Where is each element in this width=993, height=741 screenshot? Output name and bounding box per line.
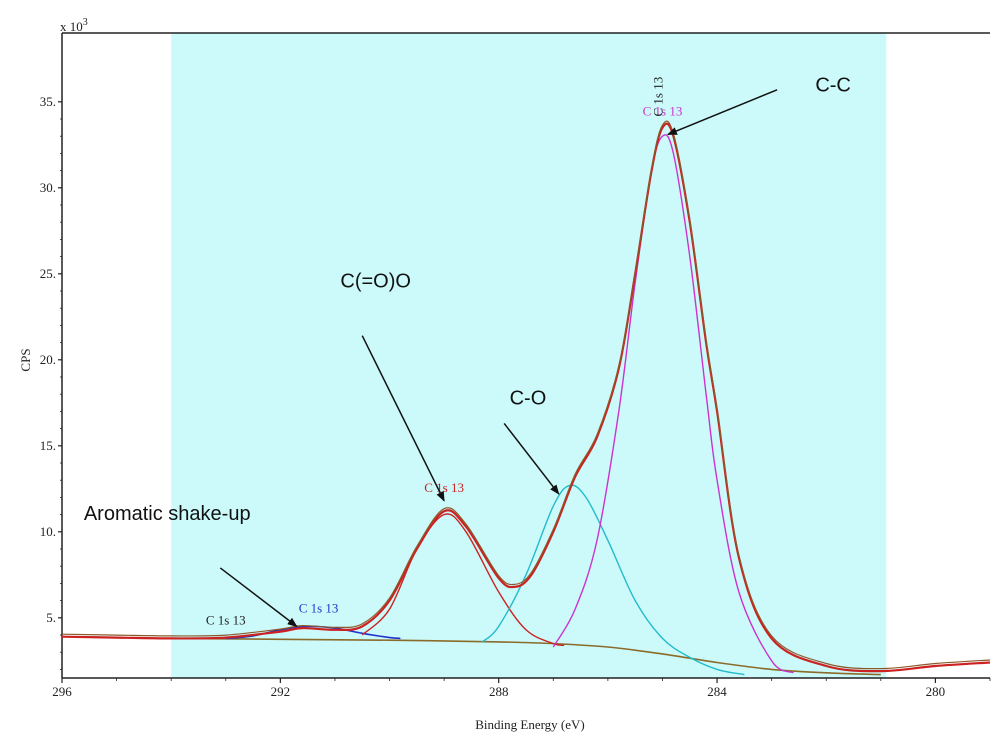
series-layer bbox=[61, 120, 991, 676]
x-tick-label-284: 284 bbox=[707, 684, 727, 699]
fit-region-band bbox=[171, 33, 887, 678]
peak-tag-2: C 1s 13 bbox=[299, 601, 339, 616]
y-tick-label-15: 15. bbox=[40, 438, 56, 453]
x-tick-label-292: 292 bbox=[271, 684, 291, 699]
annotation-arrow-c-o-o bbox=[361, 335, 445, 502]
annotation-c-o-o: C(=O)O bbox=[340, 271, 411, 293]
annotation-arrow-c-o bbox=[503, 422, 560, 495]
y-tick-label-20: 20. bbox=[40, 352, 56, 367]
y-multiplier-label: x 103 bbox=[60, 17, 88, 34]
peak-tag-1: C 1s 13 bbox=[206, 613, 246, 628]
annotations-layer: C-C C(=O)O C-O Aromatic shake-up bbox=[84, 74, 851, 628]
x-tick-label-296: 296 bbox=[52, 684, 72, 699]
y-tick-label-5: 5. bbox=[46, 610, 56, 625]
y-multiplier-exponent: 3 bbox=[83, 17, 88, 28]
annotation-arrow-aromatic-shake-up bbox=[219, 567, 298, 628]
y-tick-label-30: 30. bbox=[40, 180, 56, 195]
series-line-c-c bbox=[552, 134, 794, 674]
annotation-c-o: C-O bbox=[510, 388, 547, 410]
peak-tag-5: C 1s 13 bbox=[650, 77, 665, 117]
axes-layer: x 103 Binding Energy (eV) CPS 5. 10. 15. 20… bbox=[18, 17, 991, 732]
annotation-c-c: C-C bbox=[815, 74, 851, 96]
y-tick-label-35: 35. bbox=[40, 94, 56, 109]
y-axis-title: CPS bbox=[18, 348, 33, 371]
peak-tag-3: C 1s 13 bbox=[424, 480, 464, 495]
y-tick-label-10: 10. bbox=[40, 524, 56, 539]
series-line-c-o-o bbox=[361, 513, 565, 647]
y-tick-label-25: 25. bbox=[40, 266, 56, 281]
x-tick-label-280: 280 bbox=[926, 684, 946, 699]
peak-tag-4: C 1s 13 bbox=[643, 104, 683, 119]
fit-region-layer bbox=[171, 33, 887, 678]
x-tick-label-288: 288 bbox=[489, 684, 509, 699]
annotation-aromatic-shake-up: Aromatic shake-up bbox=[84, 503, 251, 525]
series-line-envelope-raw bbox=[61, 120, 991, 670]
x-axis-title: Binding Energy (eV) bbox=[475, 717, 585, 732]
annotation-arrow-c-c bbox=[667, 89, 778, 136]
series-line-c-o bbox=[481, 484, 745, 676]
series-line-baseline bbox=[171, 637, 881, 676]
peak-tags-layer: C 1s 13C 1s 13C 1s 13C 1s 13C 1s 13 bbox=[206, 77, 682, 628]
